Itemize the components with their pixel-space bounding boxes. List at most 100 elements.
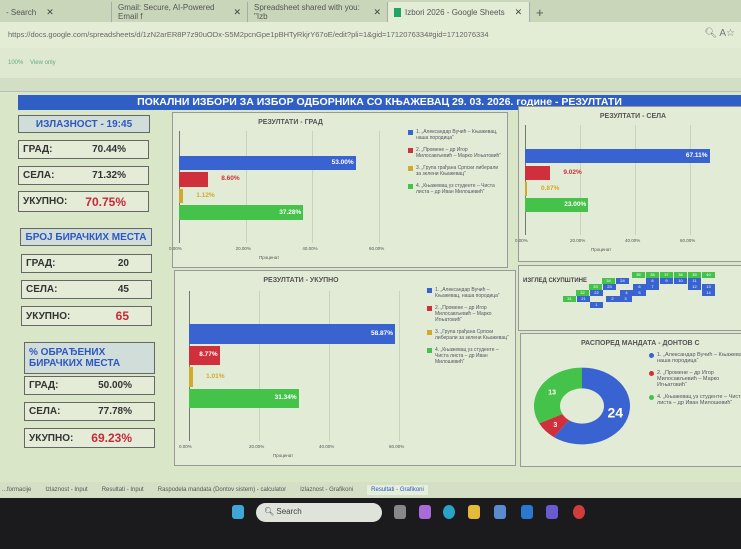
donut-label: 24	[607, 405, 623, 421]
data-label: 0.87%	[540, 184, 560, 192]
legend-item: 1. „Александар Вучић – Књажевац, наша по…	[408, 129, 501, 141]
legend-item: 2. „Промене – др Игор Милосављевић – Мар…	[408, 147, 501, 159]
legend-label: 4. „Књажевац уз студенте – Чиста листа –…	[416, 183, 495, 195]
gridline	[635, 125, 636, 235]
stations-header: БРОЈ БИРАЧКИХ МЕСТА	[20, 228, 152, 246]
data-label: 67.11%	[685, 152, 708, 160]
legend-swatch	[408, 130, 413, 135]
browser-tab-active[interactable]: Izbori 2026 - Google Sheets ✕	[388, 2, 530, 22]
windows-start-icon[interactable]	[232, 505, 244, 519]
tick-label: 60.00%	[369, 246, 385, 251]
close-icon[interactable]: ✕	[514, 6, 523, 17]
address-bar[interactable]: https://docs.google.com/spreadsheets/d/1…	[0, 22, 741, 48]
sheet-tab[interactable]: ...formacije	[2, 487, 32, 493]
seat-cell: 34	[602, 278, 615, 284]
bar	[525, 165, 550, 180]
seats-title: ИЗГЛЕД СКУПШТИНЕ	[523, 278, 588, 284]
seat-cell: 32	[576, 290, 589, 296]
chart-legend: 1. „Александар Вучић – Књажевац, наша по…	[649, 352, 741, 412]
seat-cell: 24	[616, 278, 629, 284]
new-tab-button[interactable]: +	[536, 4, 544, 20]
legend-item: 3. „Група грађана Српски либерали за зел…	[408, 165, 501, 177]
donut-label: 13	[548, 389, 556, 396]
browser-tab[interactable]: Spreadsheet shared with you: "Izb ✕	[248, 2, 388, 22]
data-label: 8.60%	[221, 175, 240, 183]
close-icon[interactable]: ✕	[46, 6, 54, 17]
edge-icon[interactable]	[443, 505, 455, 519]
donut-slice	[539, 413, 570, 438]
bar	[189, 367, 193, 387]
legend-label: 3. „Група грађана Српски либерали за зел…	[416, 165, 499, 177]
copilot-icon[interactable]	[419, 505, 431, 519]
legend-label: 2. „Промене – др Игор Милосављевић – Мар…	[416, 147, 502, 159]
bar	[525, 198, 589, 213]
chart-title: РАСПОРЕД МАНДАТА - ДОНТОВ С	[581, 340, 700, 347]
legend-item: 3. „Група грађана Српски либерали за зел…	[427, 329, 509, 341]
seat-cell: 1	[590, 302, 603, 308]
tick-label: 40.00%	[319, 444, 335, 449]
taskbar-search[interactable]: 🔍︎ Search	[256, 503, 382, 522]
tick-label: 0.00%	[169, 246, 182, 251]
close-icon[interactable]: ✕	[233, 6, 241, 17]
data-label: 1.01%	[206, 372, 225, 380]
data-label: 31.34%	[274, 394, 297, 402]
seat-cell: 5	[633, 290, 646, 296]
bar	[189, 345, 220, 365]
legend-item: 1. „Александар Вучић – Књажевац, наша по…	[649, 352, 741, 364]
seat-cell: 4	[620, 290, 633, 296]
bar	[179, 155, 356, 171]
chart-total-results[interactable]: РЕЗУЛТАТИ - УКУПНО 0.00% 20.00% 40.00% 60.00…	[174, 270, 516, 466]
processed-total: УКУПНО: 69.23%	[24, 428, 155, 448]
legend-label: 2. „Промене – др Игор Милосављевић – Мар…	[435, 305, 492, 323]
close-icon[interactable]: ✕	[373, 6, 381, 17]
gridline	[379, 131, 380, 243]
processed-villages: СЕЛА: 77.78%	[24, 402, 155, 421]
chart-title: РЕЗУЛТАТИ - УКУПНО	[263, 277, 339, 284]
legend-item: 4. „Књажевац уз студенте – Чиста листа –…	[427, 347, 509, 365]
gridline	[329, 291, 330, 441]
seat-cell: 37	[660, 272, 673, 278]
axis-label: Проценат	[259, 255, 280, 260]
zoom-select[interactable]: 100%	[8, 60, 24, 66]
teams-icon[interactable]	[546, 505, 558, 519]
data-label: 8.77%	[199, 351, 218, 359]
seat-cell: 33	[589, 284, 602, 290]
zoom-icon[interactable]: 🔍︎ A☆	[704, 28, 735, 39]
chart-city-results[interactable]: РЕЗУЛТАТИ - ГРАД 0.00% 20.00% 40.00% 60.00% П…	[169, 112, 508, 268]
tick-label: 60.00%	[680, 238, 696, 243]
seat-cell: 38	[674, 272, 687, 278]
sheet-tab[interactable]: Raspodela mandata (Dontov sistem) - calc…	[157, 487, 287, 493]
outlook-icon[interactable]	[521, 505, 533, 519]
gridline	[179, 131, 180, 243]
seat-cell: 13	[702, 284, 715, 290]
turnout-city: ГРАД: 70.44%	[18, 140, 149, 159]
seat-cell: 40	[702, 272, 715, 278]
seat-cell: 9	[660, 278, 673, 284]
sheet-tab[interactable]: Resultati - Input	[101, 487, 144, 493]
bar	[189, 388, 299, 408]
seat-cell: 23	[603, 284, 616, 290]
bar	[179, 205, 304, 220]
sheet-tab[interactable]: Izlaznost - Grafikoni	[300, 487, 354, 493]
legend-swatch	[649, 353, 654, 358]
sheet-tab-active[interactable]: Resultati - Grafikoni	[367, 485, 428, 495]
stations-city: ГРАД: 20	[21, 254, 152, 273]
store-icon[interactable]	[494, 505, 506, 519]
seat-cell: 10	[674, 278, 687, 284]
chart-villages-results[interactable]: РЕЗУЛТАТИ - СЕЛА 0.00% 20.00% 40.00% 60.00% П…	[515, 106, 741, 262]
app-icon[interactable]	[573, 505, 585, 519]
legend-label: 4. „Књажевац уз студенте – Чиста листа –…	[435, 347, 499, 365]
browser-tab[interactable]: Gmail: Secure, AI-Powered Email f ✕	[112, 2, 248, 22]
seat-cell: 21	[577, 296, 590, 302]
legend-item: 4. „Књажевац уз студенте – Чиста листа –…	[408, 183, 501, 195]
chart-seat-distribution[interactable]: РАСПОРЕД МАНДАТА - ДОНТОВ С 24 3 13 1. „Алек…	[520, 333, 741, 467]
browser-tab[interactable]: - Search ✕	[0, 2, 112, 22]
legend-item: 1. „Александар Вучић – Књажевац, наша по…	[427, 287, 509, 299]
task-view-icon[interactable]	[394, 505, 406, 519]
bar	[179, 188, 183, 204]
sheet-tab[interactable]: Izlaznost - Input	[45, 487, 88, 493]
legend-swatch	[427, 330, 432, 335]
file-explorer-icon[interactable]	[468, 505, 480, 519]
tick-label: 0.00%	[179, 444, 192, 449]
legend-swatch	[408, 148, 413, 153]
